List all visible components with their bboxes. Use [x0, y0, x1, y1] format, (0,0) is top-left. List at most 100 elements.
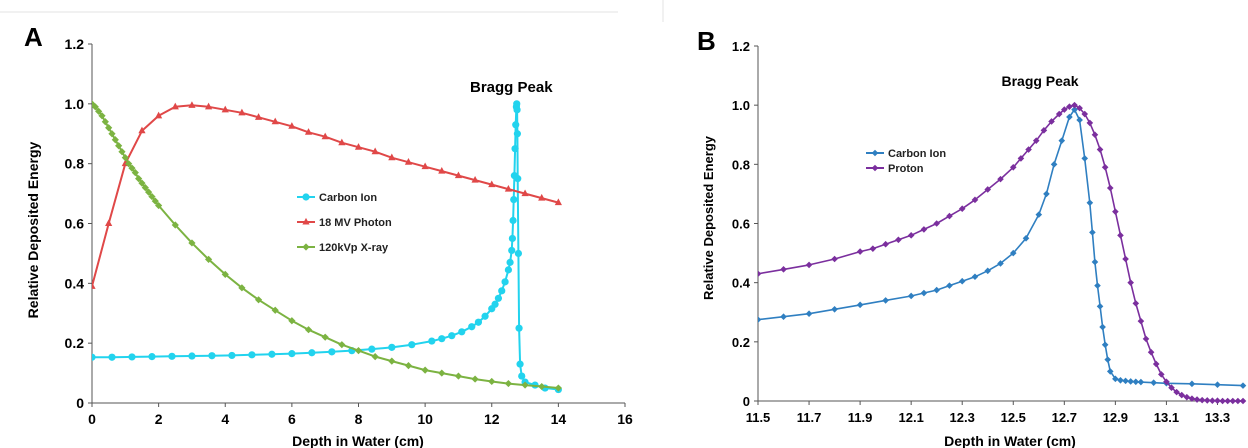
- data-point-carbon-ion-a: [268, 350, 276, 358]
- annotation-bragg-peak-a: Bragg Peak: [470, 79, 553, 96]
- data-point-120kvp-x-ray-a: [454, 372, 463, 380]
- x-axis-label-a: Depth in Water (cm): [292, 433, 424, 448]
- series-18-mv-photon-a: [92, 101, 562, 289]
- data-point-proton-b: [1158, 371, 1165, 378]
- data-point-proton-b: [1127, 279, 1134, 286]
- data-point-carbon-ion-b: [1091, 258, 1099, 266]
- y-tick-label-b: 0.6: [732, 217, 750, 232]
- x-tick-label-a: 0: [88, 411, 96, 427]
- data-point-proton-b: [1229, 397, 1237, 405]
- data-point-120kvp-x-ray-a: [238, 284, 246, 292]
- legend-label-18-mv-photon-a: 18 MV Photon: [319, 217, 392, 229]
- data-point-proton-b: [1096, 146, 1104, 153]
- data-point-carbon-ion-b: [1050, 161, 1058, 168]
- y-tick-label-a: 0.6: [65, 216, 85, 232]
- data-point-proton-b: [831, 255, 838, 263]
- data-point-carbon-ion-b: [1122, 377, 1129, 385]
- data-point-carbon-ion-b: [971, 273, 979, 281]
- data-point-carbon-ion-b: [1058, 137, 1066, 144]
- data-point-proton-b: [1091, 131, 1099, 139]
- y-tick-label-b: 0.4: [732, 276, 751, 291]
- data-point-120kvp-x-ray-a: [404, 362, 413, 370]
- data-point-proton-b: [1101, 163, 1109, 171]
- data-point-18-mv-photon-a: [238, 108, 246, 116]
- data-point-120kvp-x-ray-a: [538, 382, 546, 391]
- data-point-18-mv-photon-a: [138, 126, 146, 134]
- data-point-carbon-ion-b: [1094, 282, 1101, 289]
- data-point-carbon-ion-b: [946, 282, 953, 289]
- data-point-proton-b: [869, 245, 877, 252]
- data-point-carbon-ion-b: [1043, 190, 1050, 198]
- data-point-carbon-ion-b: [1104, 356, 1112, 363]
- data-point-carbon-ion-b: [1099, 323, 1106, 331]
- data-point-carbon-ion-a: [228, 351, 236, 360]
- data-point-carbon-ion-b: [907, 292, 915, 300]
- data-point-carbon-ion-a: [508, 246, 516, 255]
- data-point-18-mv-photon-a: [105, 219, 113, 227]
- data-point-proton-b: [1048, 118, 1055, 125]
- data-point-120kvp-x-ray-a: [371, 353, 379, 361]
- y-tick-label-a: 0.2: [65, 335, 85, 351]
- data-point-carbon-ion-b: [1214, 381, 1221, 389]
- data-point-proton-b: [1214, 397, 1221, 405]
- y-axis-label-a: Relative Deposited Energy: [25, 141, 41, 318]
- data-point-120kvp-x-ray-a: [95, 107, 103, 115]
- data-point-120kvp-x-ray-a: [221, 270, 229, 278]
- data-point-carbon-ion-b: [1071, 106, 1078, 113]
- data-point-proton-b: [758, 270, 762, 278]
- x-tick-label-b: 12.7: [1052, 410, 1077, 425]
- data-point-carbon-ion-b: [997, 260, 1004, 267]
- data-point-carbon-ion-a: [168, 352, 176, 360]
- data-point-proton-b: [1025, 146, 1032, 153]
- y-tick-label-b: 1.0: [732, 98, 750, 113]
- data-point-120kvp-x-ray-a: [354, 347, 363, 355]
- x-tick-label-b: 12.5: [1001, 410, 1026, 425]
- data-point-proton-b: [1076, 104, 1083, 112]
- data-point-carbon-ion-b: [1035, 211, 1043, 218]
- x-tick-label-b: 11.7: [797, 410, 822, 425]
- data-point-carbon-ion-a: [148, 353, 156, 361]
- data-point-120kvp-x-ray-a: [204, 255, 213, 263]
- data-point-18-mv-photon-a: [188, 101, 196, 108]
- series-carbon-ion-a: [92, 100, 562, 394]
- data-point-120kvp-x-ray-a: [304, 326, 313, 334]
- data-point-carbon-ion-a: [504, 266, 513, 274]
- x-tick-label-b: 12.3: [950, 410, 975, 425]
- data-point-120kvp-x-ray-a: [438, 369, 446, 377]
- data-point-proton-b: [1040, 127, 1048, 134]
- legend-label-120kvp-x-ray-a: 120kVp X-ray: [319, 242, 389, 254]
- data-point-18-mv-photon-a: [338, 138, 346, 146]
- data-point-carbon-ion-a: [368, 345, 376, 353]
- data-point-carbon-ion-a: [248, 351, 256, 359]
- data-point-120kvp-x-ray-a: [111, 136, 119, 144]
- data-point-carbon-ion-b: [831, 305, 838, 313]
- data-point-carbon-ion-b: [1066, 113, 1073, 121]
- data-point-carbon-ion-b: [933, 286, 940, 294]
- data-point-carbon-ion-a: [208, 352, 216, 360]
- data-point-120kvp-x-ray-a: [125, 160, 133, 168]
- data-point-18-mv-photon-a: [204, 102, 213, 110]
- legend-marker-120kvp-x-ray-a: [302, 243, 310, 251]
- data-point-carbon-ion-a: [518, 372, 526, 380]
- x-tick-label-b: 11.9: [848, 410, 873, 425]
- data-point-120kvp-x-ray-a: [108, 130, 116, 138]
- data-point-120kvp-x-ray-a: [98, 112, 106, 120]
- data-point-carbon-ion-b: [1188, 380, 1196, 388]
- data-point-carbon-ion-b: [1081, 155, 1089, 162]
- y-tick-label-a: 0.8: [65, 156, 85, 172]
- data-point-carbon-ion-a: [458, 328, 466, 336]
- data-point-120kvp-x-ray-a: [554, 384, 562, 392]
- data-point-carbon-ion-a: [308, 349, 316, 357]
- data-point-carbon-ion-a: [514, 175, 522, 183]
- data-point-18-mv-photon-a: [92, 282, 96, 289]
- plot-area-a: 0 0.2 0.4 0.6 0.8 1.0 1.2 0 2 4 6 8 10 12 14 16 Carbon I…: [65, 36, 633, 427]
- data-point-proton-b: [1168, 384, 1175, 391]
- data-point-proton-b: [1198, 396, 1206, 404]
- data-point-carbon-ion-b: [1096, 303, 1104, 310]
- data-point-proton-b: [1122, 255, 1129, 263]
- annotation-bragg-peak-b: Bragg Peak: [1001, 73, 1078, 89]
- legend-b: Carbon Ion Proton: [866, 148, 946, 175]
- y-tick-label-b: 0.8: [732, 157, 750, 172]
- y-axis-label-b: Relative Deposited Energy: [701, 135, 716, 300]
- data-point-120kvp-x-ray-a: [254, 296, 263, 304]
